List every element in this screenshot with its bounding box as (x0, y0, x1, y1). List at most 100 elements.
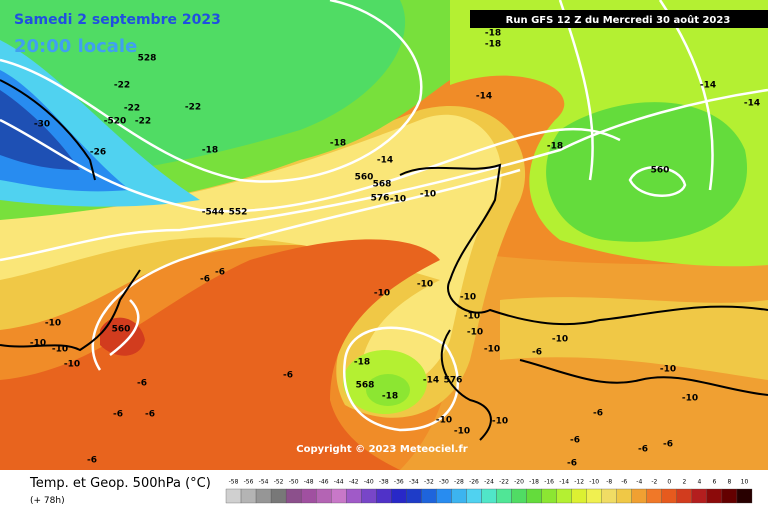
coastlines (0, 79, 768, 441)
scale-swatch (661, 488, 678, 504)
scale-swatch (391, 488, 407, 504)
contour-label: -10 (52, 345, 68, 355)
scale-label: 4 (697, 479, 701, 486)
scale-label: -12 (574, 479, 584, 486)
contour-label: -10 (390, 195, 406, 205)
scale-label: -34 (409, 479, 419, 486)
scale-swatch (616, 488, 632, 504)
contour-label: -10 (484, 345, 500, 355)
scale-swatch (571, 488, 587, 504)
contour-label: -14 (423, 376, 439, 386)
scale-swatch (646, 488, 662, 504)
scale-label: -36 (394, 479, 404, 486)
scale-swatch (331, 488, 347, 504)
contour-label: -14 (744, 99, 760, 109)
scale-swatch (240, 488, 257, 504)
contour-label: 576 (371, 194, 390, 204)
contour-label: -18 (485, 40, 501, 50)
contour-label: -6 (113, 410, 123, 420)
scale-label: -38 (379, 479, 389, 486)
contour-label: 560 (651, 166, 670, 176)
contour-label: -10 (417, 280, 433, 290)
scale-label: -52 (274, 479, 284, 486)
scale-swatch (706, 488, 723, 504)
contour-label: -10 (436, 416, 452, 426)
contour-label: -6 (663, 440, 673, 450)
contour-label: -10 (464, 312, 480, 322)
time: 20:00 locale (14, 36, 137, 57)
run-info: Run GFS 12 Z du Mercredi 30 août 2023 (506, 14, 731, 26)
scale-swatch (270, 488, 287, 504)
contour-label: -6 (567, 459, 577, 469)
scale-label: -22 (499, 479, 509, 486)
scale-swatch (361, 488, 377, 504)
scale-label: -54 (259, 479, 269, 486)
contour-label: -6 (532, 348, 542, 358)
scale-swatch (511, 488, 527, 504)
scale-label: 2 (682, 479, 686, 486)
contour-label: -6 (87, 456, 97, 466)
contour-label: -14 (377, 156, 393, 166)
scale-label: -58 (229, 479, 239, 486)
scale-label: -28 (454, 479, 464, 486)
contour-labels: 528-22-22 -22-22-520-30-26 -18-18-18-18-14… (30, 29, 760, 469)
scale-label: -16 (544, 479, 554, 486)
scale-label: -18 (529, 479, 539, 486)
contour-label: -6 (570, 436, 580, 446)
scale-label: -2 (651, 479, 657, 486)
scale-label: 6 (713, 479, 717, 486)
contour-label: -22 (124, 104, 140, 114)
copyright: Copyright © 2023 Meteociel.fr (296, 444, 467, 455)
contour-label: 568 (373, 180, 392, 190)
scale-label: -8 (606, 479, 612, 486)
contour-label: -6 (137, 379, 147, 389)
scale-label: -26 (469, 479, 479, 486)
contour-label: -10 (374, 289, 390, 299)
contour-label: -14 (700, 81, 716, 91)
scale-label: -14 (559, 479, 569, 486)
contour-label: -10 (45, 319, 61, 329)
contour-label: -18 (485, 29, 501, 39)
scale-swatch (285, 488, 302, 504)
scale-swatch (225, 488, 242, 504)
scale-label: -4 (636, 479, 642, 486)
scale-swatch (300, 488, 317, 504)
scale-swatch (586, 488, 602, 504)
scale-label: -46 (319, 479, 329, 486)
scale-swatch (376, 488, 392, 504)
contour-label: -18 (354, 358, 370, 368)
scale-swatch (346, 488, 362, 504)
footer-lead: (+ 78h) (30, 496, 65, 506)
scale-label: -30 (439, 479, 449, 486)
contour-label: -6 (145, 410, 155, 420)
contour-label: -10 (460, 293, 476, 303)
scale-swatch (466, 488, 482, 504)
contour-label: -10 (552, 335, 568, 345)
contour-label: -10 (492, 417, 508, 427)
contour-label: 576 (444, 376, 463, 386)
contour-label: 568 (356, 381, 375, 391)
contour-label: -6 (283, 371, 293, 381)
contour-label: -6 (215, 268, 225, 278)
scale-swatch (496, 488, 512, 504)
contour-label: 528 (138, 54, 157, 64)
map-background (0, 0, 768, 470)
contour-label: -520 (104, 117, 127, 127)
scale-label: 0 (667, 479, 671, 486)
scale-label: -42 (349, 479, 359, 486)
contour-label: 560 (112, 325, 131, 335)
scale-swatch (406, 488, 422, 504)
footer-title: Temp. et Geop. 500hPa (°C) (29, 476, 211, 491)
contour-label: -18 (330, 139, 346, 149)
contour-label: -26 (90, 148, 106, 158)
contour-label: -30 (34, 120, 50, 130)
scale-swatch (526, 488, 542, 504)
scale-label: 10 (741, 479, 749, 486)
scale-label: -48 (304, 479, 314, 486)
scale-swatch (736, 488, 753, 504)
scale-swatch (691, 488, 708, 504)
scale-swatch (316, 488, 332, 504)
contour-label: -6 (200, 275, 210, 285)
run-box (470, 10, 768, 28)
